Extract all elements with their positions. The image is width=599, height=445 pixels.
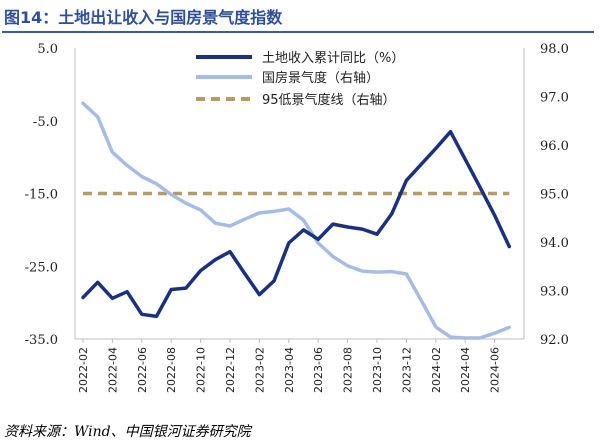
series-line-0 — [81, 129, 512, 319]
right-tick-label: 95.0 — [540, 188, 569, 203]
legend-label-1: 国房景气度（右轴） — [262, 70, 379, 86]
left-tick-label: -15.0 — [25, 188, 58, 203]
x-tick-label: 2022-06 — [136, 347, 149, 393]
x-tick-label: 2024-02 — [430, 347, 443, 393]
left-tick-label: -35.0 — [25, 333, 58, 348]
legend: 土地收入累计同比（%） 国房景气度（右轴） 95低景气度线（右轴） — [196, 51, 404, 108]
right-tick-label: 96.0 — [540, 139, 569, 154]
x-tick-label: 2023-04 — [283, 347, 296, 393]
series-layer — [81, 101, 512, 340]
right-tick-label: 92.0 — [540, 333, 569, 348]
legend-label-0: 土地收入累计同比（%） — [262, 51, 404, 66]
x-axis-ticks: 2022-02 2022-04 2022-06 2022-08 2022-10 2022-… — [77, 339, 502, 393]
x-tick-label: 2022-04 — [106, 347, 119, 393]
x-tick-label: 2023-08 — [342, 347, 355, 393]
x-tick-label: 2023-06 — [312, 347, 325, 393]
x-tick-label: 2022-08 — [165, 347, 178, 393]
left-axis-ticks: 5.0 -5.0 -15.0 -25.0 -35.0 — [25, 42, 58, 348]
left-tick-label: -5.0 — [33, 115, 58, 130]
x-tick-label: 2023-12 — [400, 347, 413, 393]
left-tick-label: -25.0 — [25, 260, 58, 275]
left-tick-label: 5.0 — [37, 42, 58, 57]
right-tick-label: 94.0 — [540, 236, 569, 251]
x-tick-label: 2024-04 — [459, 347, 472, 393]
right-axis-ticks: 98.0 97.0 96.0 95.0 94.0 93.0 92.0 — [540, 42, 569, 348]
series-line-1 — [81, 101, 512, 340]
source-note: 资料来源：Wind、中国银河证券研究院 — [4, 424, 251, 440]
figure-title: 图14：土地出让收入与国房景气度指数 — [4, 8, 283, 27]
right-tick-label: 97.0 — [540, 91, 569, 106]
right-tick-label: 98.0 — [540, 42, 569, 57]
x-tick-label: 2023-02 — [253, 347, 266, 393]
x-tick-label: 2024-06 — [489, 347, 502, 393]
title-divider — [2, 31, 594, 33]
legend-label-2: 95低景气度线（右轴） — [262, 92, 396, 108]
x-tick-label: 2023-10 — [371, 347, 384, 393]
x-tick-label: 2022-12 — [224, 347, 237, 393]
right-tick-label: 93.0 — [540, 285, 569, 300]
x-tick-label: 2022-02 — [77, 347, 90, 393]
x-tick-label: 2022-10 — [195, 347, 208, 393]
